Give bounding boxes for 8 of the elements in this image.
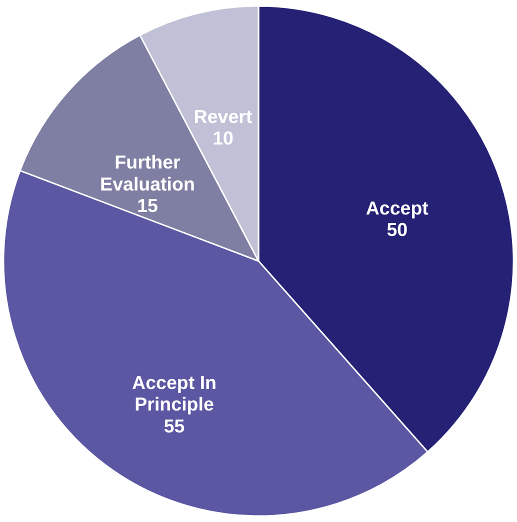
data-label: 10 (212, 128, 234, 149)
slice-label: Accept (366, 197, 430, 218)
data-label: 15 (137, 195, 158, 216)
data-label: 55 (164, 415, 185, 436)
slice-label: Further Evaluation (100, 152, 195, 194)
data-label: 50 (386, 219, 408, 240)
slice-label: Revert (194, 106, 253, 127)
slice-label: Accept In Principle (132, 372, 216, 415)
